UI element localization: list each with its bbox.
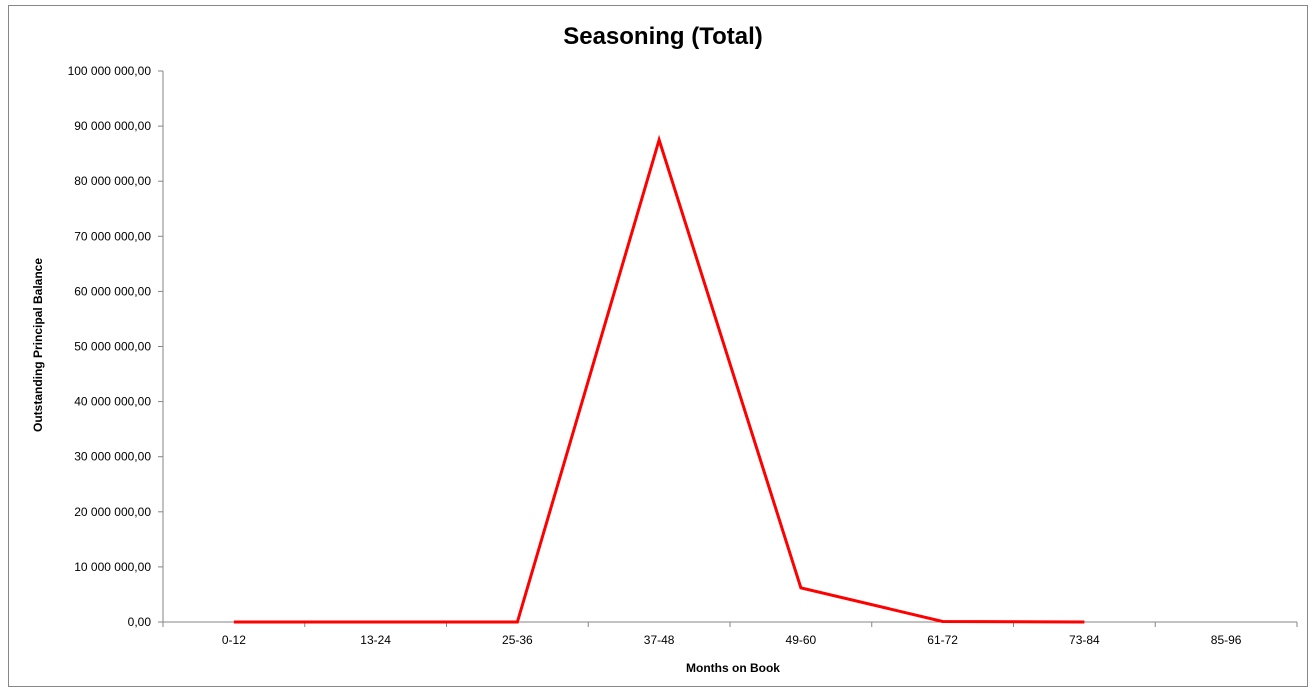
chart-frame bbox=[8, 5, 1308, 687]
x-tick-label: 61-72 bbox=[927, 633, 958, 647]
chart-title: Seasoning (Total) bbox=[563, 23, 763, 50]
y-axis-label: Outstanding Principal Balance bbox=[31, 258, 45, 432]
y-tick-label: 70 000 000,00 bbox=[74, 229, 151, 243]
series-line bbox=[233, 134, 1085, 624]
y-tick-label: 10 000 000,00 bbox=[74, 560, 151, 574]
y-tick-label: 60 000 000,00 bbox=[74, 284, 151, 298]
y-tick-label: 50 000 000,00 bbox=[74, 340, 151, 354]
x-tick-label: 0-12 bbox=[222, 633, 246, 647]
x-tick-label: 13-24 bbox=[360, 633, 391, 647]
y-tick-label: 30 000 000,00 bbox=[74, 450, 151, 464]
series-group bbox=[233, 134, 1085, 624]
x-tick-label: 85-96 bbox=[1211, 633, 1242, 647]
y-axis: 0,00 10 000 000,00 20 000 000,00 30 000 000… bbox=[68, 64, 164, 629]
y-tick-label: 20 000 000,00 bbox=[74, 505, 151, 519]
x-axis-label: Months on Book bbox=[686, 661, 780, 675]
x-tick-label: 25-36 bbox=[502, 633, 533, 647]
y-tick-label: 90 000 000,00 bbox=[74, 119, 151, 133]
x-tick-label: 37-48 bbox=[644, 633, 675, 647]
x-tick-label: 73-84 bbox=[1069, 633, 1100, 647]
y-tick-label: 40 000 000,00 bbox=[74, 395, 151, 409]
x-axis: 0-12 13-24 25-36 37-48 49-60 61-72 73-84 85-96 bbox=[162, 621, 1298, 647]
y-tick-label: 80 000 000,00 bbox=[74, 174, 151, 188]
y-tick-label: 0,00 bbox=[128, 615, 152, 629]
y-tick-label: 100 000 000,00 bbox=[68, 64, 152, 78]
x-tick-label: 49-60 bbox=[786, 633, 817, 647]
